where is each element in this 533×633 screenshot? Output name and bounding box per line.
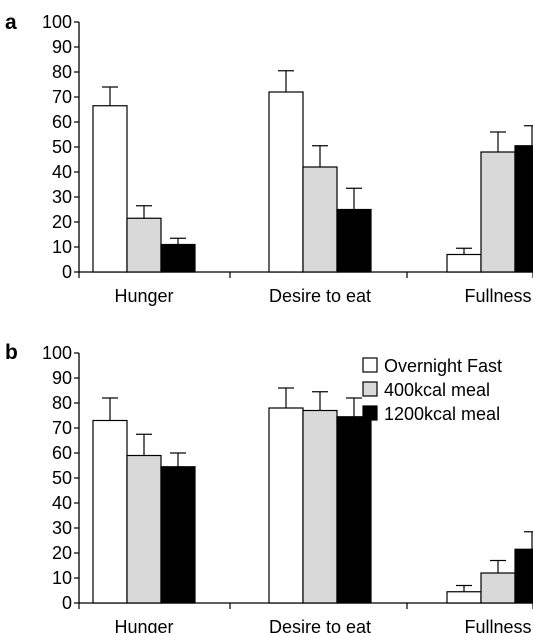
bar	[480, 572, 516, 604]
y-tick-label: 20	[52, 212, 72, 232]
x-category-label: Hunger	[114, 286, 173, 306]
bar	[302, 409, 338, 604]
y-tick-label: 30	[52, 518, 72, 538]
y-tick-label: 20	[52, 543, 72, 563]
bar	[92, 419, 128, 604]
legend-label: 1200kcal meal	[384, 404, 500, 424]
y-tick-label: 70	[52, 418, 72, 438]
bar	[160, 243, 196, 273]
y-tick-label: 40	[52, 493, 72, 513]
bar	[268, 407, 304, 604]
panel-letter: a	[5, 11, 17, 34]
y-tick-label: 60	[52, 443, 72, 463]
y-tick-label: 10	[52, 568, 72, 588]
y-tick-label: 70	[52, 87, 72, 107]
y-tick-label: 90	[52, 368, 72, 388]
bar	[268, 91, 304, 273]
x-category-label: Desire to eat	[269, 617, 371, 633]
chart-panel-b: b 0 10 20 30 40 50 60 70 80 90 100 Hunger Desire to e…	[5, 341, 533, 633]
bar	[92, 105, 128, 273]
bar	[160, 466, 196, 604]
panel-letter: b	[5, 341, 18, 364]
legend-label: 400kcal meal	[384, 380, 490, 400]
legend-label: Overnight Fast	[384, 356, 502, 376]
bar	[446, 591, 482, 604]
bar	[336, 416, 372, 604]
bar	[514, 145, 533, 273]
legend-swatch	[362, 357, 378, 373]
x-category-label: Desire to eat	[269, 286, 371, 306]
bar	[336, 208, 372, 273]
bar	[446, 253, 482, 273]
bar	[126, 454, 162, 604]
bar	[302, 166, 338, 273]
y-tick-label: 60	[52, 112, 72, 132]
x-category-label: Fullness	[464, 286, 531, 306]
y-tick-label: 100	[42, 343, 72, 363]
bar	[514, 548, 533, 604]
y-tick-label: 10	[52, 237, 72, 257]
y-tick-label: 80	[52, 393, 72, 413]
y-tick-label: 50	[52, 137, 72, 157]
y-tick-label: 100	[42, 12, 72, 32]
bar	[126, 217, 162, 273]
y-tick-label: 80	[52, 62, 72, 82]
x-category-label: Hunger	[114, 617, 173, 633]
bar	[480, 151, 516, 273]
y-tick-label: 50	[52, 468, 72, 488]
y-tick-label: 40	[52, 162, 72, 182]
x-category-label: Fullness	[464, 617, 531, 633]
y-tick-label: 90	[52, 37, 72, 57]
legend-swatch	[362, 381, 378, 397]
y-tick-label: 0	[62, 262, 72, 282]
chart-panel-a: a 0 10 20 30 40 50 60 70 80 90 100 Hunger Desire to e…	[5, 11, 533, 306]
y-tick-label: 30	[52, 187, 72, 207]
y-tick-label: 0	[62, 593, 72, 613]
legend-swatch	[362, 405, 378, 421]
